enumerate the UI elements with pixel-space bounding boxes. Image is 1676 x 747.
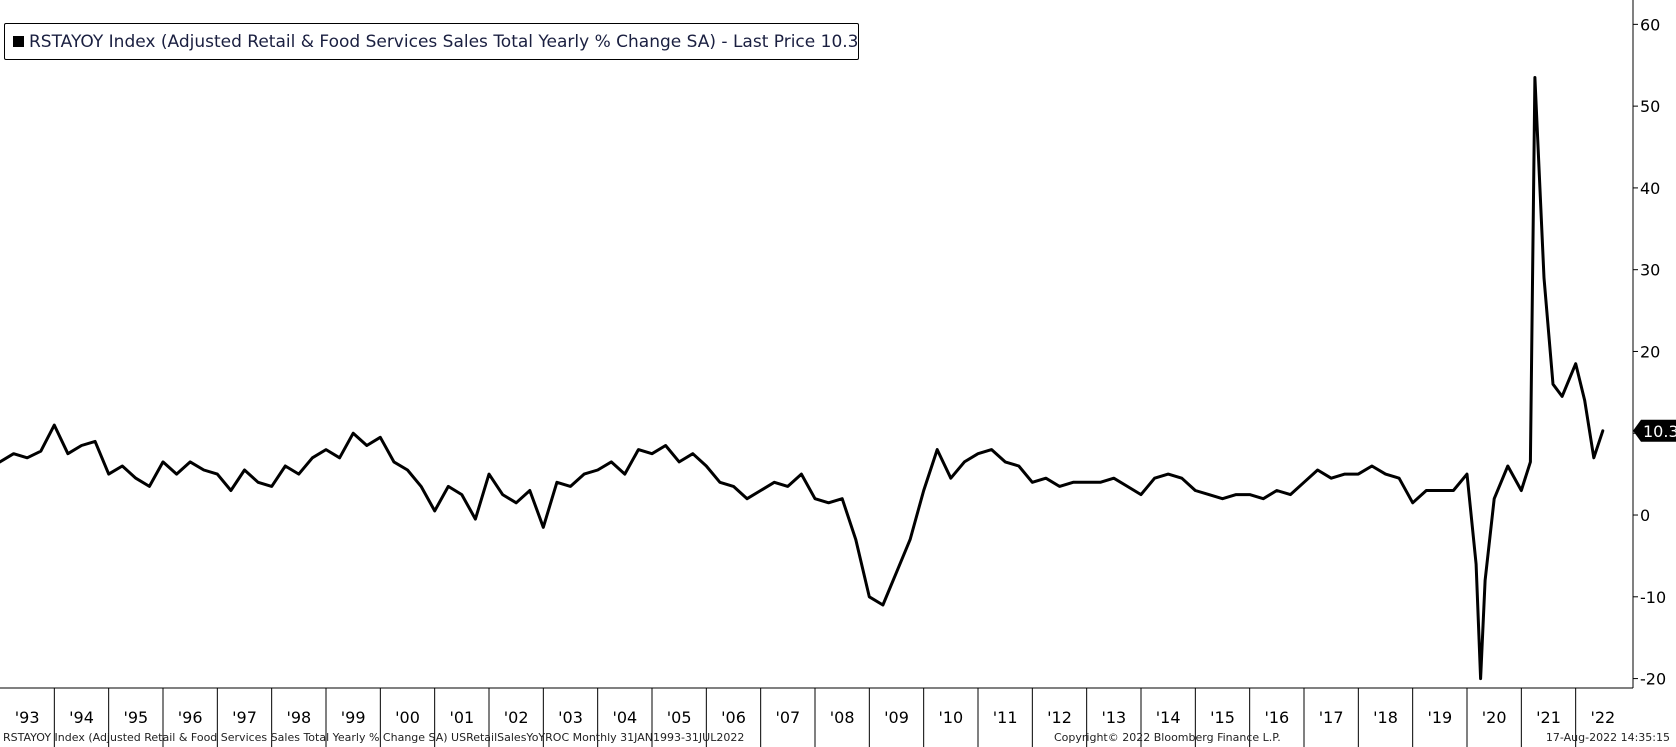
x-tick-label: '05 [667, 708, 692, 727]
y-tick-label: 40 [1640, 179, 1660, 198]
y-tick-label: 60 [1640, 15, 1660, 34]
y-tick-label: -10 [1640, 588, 1666, 607]
ticks: -20-100102030405060'93'94'95'96'97'98'99… [15, 15, 1666, 747]
x-tick-label: '96 [178, 708, 203, 727]
last-value-callout [1633, 419, 1676, 442]
x-tick-label: '16 [1264, 708, 1289, 727]
x-tick-label: '99 [341, 708, 366, 727]
legend-swatch [13, 36, 24, 47]
x-tick-label: '02 [504, 708, 529, 727]
y-tick-label: 0 [1640, 506, 1650, 525]
x-tick-label: '15 [1210, 708, 1235, 727]
x-tick-label: '94 [69, 708, 94, 727]
x-tick-label: '17 [1319, 708, 1344, 727]
footer-timestamp: 17-Aug-2022 14:35:15 [1545, 731, 1670, 744]
x-tick-label: '04 [612, 708, 637, 727]
y-tick-label: 50 [1640, 97, 1660, 116]
y-tick-label: -20 [1640, 670, 1666, 689]
x-tick-label: '19 [1427, 708, 1452, 727]
x-tick-label: '97 [232, 708, 257, 727]
y-tick-label: 20 [1640, 342, 1660, 361]
x-tick-label: '09 [884, 708, 909, 727]
x-tick-label: '18 [1373, 708, 1398, 727]
footer-copyright: Copyright© 2022 Bloomberg Finance L.P. [1054, 731, 1281, 744]
x-tick-label: '98 [286, 708, 311, 727]
y-tick-label: 30 [1640, 261, 1660, 280]
last-value-label: 10.3 [1643, 422, 1676, 441]
x-tick-label: '20 [1482, 708, 1507, 727]
series-layer [0, 76, 1605, 681]
x-tick-label: '00 [395, 708, 420, 727]
legend-label: RSTAYOY Index (Adjusted Retail & Food Se… [29, 31, 859, 52]
x-tick-label: '10 [938, 708, 963, 727]
x-tick-label: '08 [830, 708, 855, 727]
x-tick-label: '11 [993, 708, 1018, 727]
x-tick-label: '07 [775, 708, 800, 727]
legend: RSTAYOY Index (Adjusted Retail & Food Se… [4, 23, 859, 60]
series-line [0, 76, 1605, 681]
x-tick-label: '06 [721, 708, 746, 727]
x-tick-label: '21 [1536, 708, 1561, 727]
x-tick-label: '93 [15, 708, 40, 727]
footer-description: RSTAYOY Index (Adjusted Retail & Food Se… [3, 731, 745, 744]
x-tick-label: '01 [449, 708, 474, 727]
x-tick-label: '12 [1047, 708, 1072, 727]
axes [0, 0, 1634, 689]
last-value-callout-group: 10.3 [1633, 419, 1676, 442]
x-tick-label: '22 [1590, 708, 1615, 727]
x-tick-label: '14 [1156, 708, 1181, 727]
x-tick-label: '03 [558, 708, 583, 727]
x-tick-label: '95 [123, 708, 148, 727]
x-tick-label: '13 [1101, 708, 1126, 727]
